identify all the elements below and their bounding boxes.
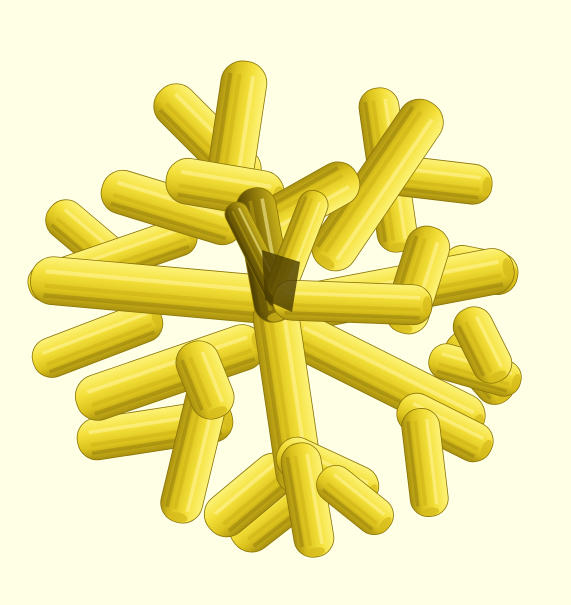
model-arms	[27, 60, 522, 558]
model-arm	[203, 452, 297, 538]
model-arm	[175, 340, 235, 420]
model-arm	[452, 306, 513, 384]
model-arm	[30, 256, 285, 324]
model-arm	[31, 302, 164, 378]
model-hub	[262, 250, 300, 312]
model-arm	[316, 464, 394, 536]
model-arm	[207, 60, 268, 190]
model-arm	[311, 98, 444, 272]
model-arm	[401, 408, 449, 517]
model-arm	[272, 279, 433, 326]
model-arm	[280, 442, 335, 558]
